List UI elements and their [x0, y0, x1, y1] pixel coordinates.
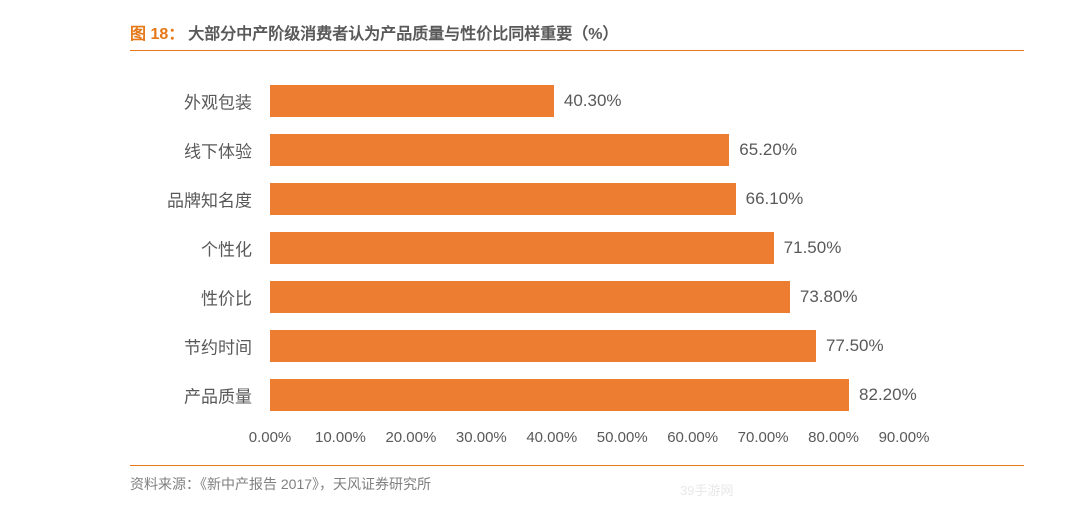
x-tick-label: 80.00%	[808, 429, 859, 446]
bar-category-label: 线下体验	[184, 138, 270, 163]
bar-value-label: 71.50%	[774, 238, 842, 258]
x-tick-label: 90.00%	[879, 429, 930, 446]
title-divider	[130, 50, 1024, 51]
bar-category-label: 个性化	[201, 236, 270, 261]
bar-category-label: 节约时间	[184, 334, 270, 359]
bar-value-label: 77.50%	[816, 336, 884, 356]
x-tick-label: 10.00%	[315, 429, 366, 446]
bar-row: 节约时间77.50%	[270, 330, 904, 362]
bar-value-label: 65.20%	[729, 140, 797, 160]
chart-title-prefix: 图 18：	[130, 20, 184, 44]
x-tick-label: 30.00%	[456, 429, 507, 446]
footer-divider	[130, 465, 1024, 466]
source-text: 资料来源：《新中产报告 2017》，天风证券研究所	[130, 474, 1054, 494]
x-tick-label: 20.00%	[385, 429, 436, 446]
bar-value-label: 73.80%	[790, 287, 858, 307]
chart-area: 外观包装40.30%线下体验65.20%品牌知名度66.10%个性化71.50%…	[130, 81, 994, 461]
chart-title-text: 大部分中产阶级消费者认为产品质量与性价比同样重要（%）	[188, 20, 618, 44]
x-tick-label: 40.00%	[526, 429, 577, 446]
chart-title-row: 图 18： 大部分中产阶级消费者认为产品质量与性价比同样重要（%）	[30, 20, 1054, 44]
x-axis: 0.00%10.00%20.00%30.00%40.00%50.00%60.00…	[270, 429, 904, 449]
bar-category-label: 品牌知名度	[167, 187, 270, 212]
bar-value-label: 40.30%	[554, 91, 622, 111]
bar	[270, 330, 816, 362]
bar	[270, 281, 790, 313]
bar-row: 产品质量82.20%	[270, 379, 904, 411]
bar-row: 性价比73.80%	[270, 281, 904, 313]
bar-row: 品牌知名度66.10%	[270, 183, 904, 215]
bar	[270, 85, 554, 117]
bar	[270, 134, 729, 166]
x-tick-label: 60.00%	[667, 429, 718, 446]
bar-row: 个性化71.50%	[270, 232, 904, 264]
bar	[270, 183, 736, 215]
bar-row: 线下体验65.20%	[270, 134, 904, 166]
bar-category-label: 性价比	[201, 285, 270, 310]
bar-value-label: 66.10%	[736, 189, 804, 209]
bar	[270, 232, 774, 264]
x-tick-label: 0.00%	[249, 429, 292, 446]
bar-value-label: 82.20%	[849, 385, 917, 405]
x-tick-label: 70.00%	[738, 429, 789, 446]
bar-row: 外观包装40.30%	[270, 85, 904, 117]
x-tick-label: 50.00%	[597, 429, 648, 446]
chart-plot: 外观包装40.30% 线下体验65.20% 品牌知名度66.10% 个性化71.50%…	[270, 81, 904, 421]
bar	[270, 379, 849, 411]
bar-category-label: 产品质量	[184, 383, 270, 408]
bar-category-label: 外观包装	[184, 89, 270, 114]
